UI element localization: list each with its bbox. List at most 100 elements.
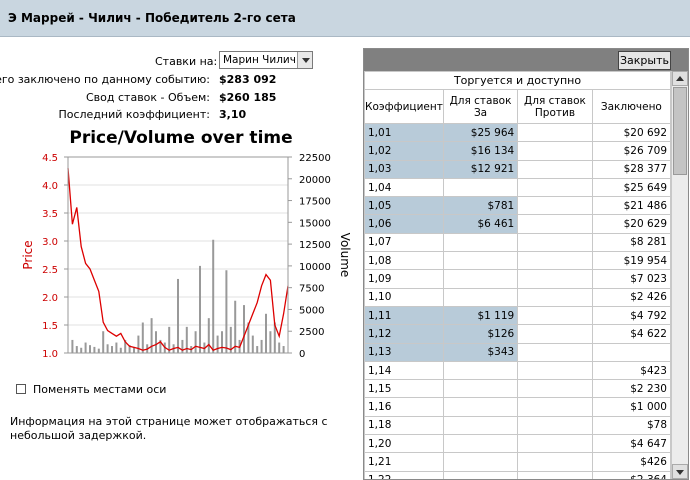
last-odds-label: Последний коэффициент: [58, 108, 210, 121]
for-cell[interactable] [442, 452, 519, 472]
table-row[interactable]: 1,03 $12 921 $28 377 [364, 159, 671, 179]
for-cell[interactable] [442, 415, 519, 436]
against-cell[interactable] [517, 287, 593, 307]
table-scrollbar[interactable] [671, 71, 688, 479]
table-row[interactable]: 1,13 $343 [364, 342, 671, 362]
scroll-thumb[interactable] [673, 87, 687, 175]
table-row[interactable]: 1,18 $78 [364, 415, 671, 436]
for-cell[interactable] [442, 470, 519, 479]
matched-cell[interactable]: $21 486 [591, 196, 671, 216]
for-cell[interactable]: $126 [442, 324, 519, 344]
for-cell[interactable] [442, 397, 519, 417]
against-cell[interactable] [517, 177, 593, 198]
matched-cell[interactable]: $2 364 [591, 470, 671, 479]
for-cell[interactable] [442, 232, 519, 253]
against-cell[interactable] [517, 305, 593, 326]
table-row[interactable]: 1,22 $2 364 [364, 470, 671, 479]
matched-cell[interactable]: $7 023 [591, 269, 671, 289]
against-cell[interactable] [517, 232, 593, 253]
matched-cell[interactable]: $26 709 [591, 141, 671, 161]
scroll-up-arrow-icon[interactable] [672, 71, 688, 86]
y2-tick-label: 20000 [299, 175, 331, 186]
for-cell[interactable] [442, 269, 519, 289]
for-cell[interactable]: $12 921 [442, 159, 519, 179]
table-row[interactable]: 1,09 $7 023 [364, 269, 671, 289]
against-cell[interactable] [517, 122, 593, 143]
table-row[interactable]: 1,06 $6 461 $20 629 [364, 214, 671, 234]
scroll-down-arrow-icon[interactable] [672, 464, 688, 479]
against-cell[interactable] [517, 159, 593, 179]
matched-cell[interactable] [591, 342, 671, 362]
y2-tick-label: 15000 [299, 218, 331, 229]
against-cell[interactable] [517, 214, 593, 234]
table-row[interactable]: 1,10 $2 426 [364, 287, 671, 307]
against-cell[interactable] [517, 470, 593, 479]
for-cell[interactable] [442, 360, 519, 381]
matched-cell[interactable]: $1 000 [591, 397, 671, 417]
matched-cell[interactable]: $4 792 [591, 305, 671, 326]
matched-cell[interactable]: $4 622 [591, 324, 671, 344]
against-cell[interactable] [517, 141, 593, 161]
for-cell[interactable] [442, 251, 519, 271]
volume-bar [243, 305, 245, 353]
chevron-down-icon[interactable] [297, 52, 312, 68]
table-row[interactable]: 1,02 $16 134 $26 709 [364, 141, 671, 161]
against-cell[interactable] [517, 452, 593, 472]
against-cell[interactable] [517, 269, 593, 289]
for-cell[interactable] [442, 434, 519, 454]
table-row[interactable]: 1,01 $25 964 $20 692 [364, 122, 671, 143]
close-button[interactable]: Закрыть [618, 51, 671, 70]
against-cell[interactable] [517, 379, 593, 399]
matched-cell[interactable]: $4 647 [591, 434, 671, 454]
bets-on-label: Ставки на: [155, 55, 218, 68]
table-row[interactable]: 1,16 $1 000 [364, 397, 671, 417]
page-title: Э Маррей - Чилич - Победитель 2-го сета [8, 11, 296, 25]
for-cell[interactable]: $25 964 [442, 122, 519, 143]
against-cell[interactable] [517, 415, 593, 436]
table-row[interactable]: 1,11 $1 119 $4 792 [364, 305, 671, 326]
table-row[interactable]: 1,04 $25 649 [364, 177, 671, 198]
against-cell[interactable] [517, 342, 593, 362]
volume-bar [273, 322, 276, 353]
swap-axes-checkbox[interactable] [16, 384, 26, 394]
for-cell[interactable]: $16 134 [442, 141, 519, 161]
against-cell[interactable] [517, 397, 593, 417]
matched-cell[interactable]: $8 281 [591, 232, 671, 253]
table-row[interactable]: 1,08 $19 954 [364, 251, 671, 271]
for-cell[interactable] [442, 287, 519, 307]
against-cell[interactable] [517, 324, 593, 344]
table-row[interactable]: 1,14 $423 [364, 360, 671, 381]
selection-dropdown[interactable]: Марин Чилич [219, 51, 313, 69]
matched-cell[interactable]: $25 649 [591, 177, 671, 198]
matched-cell[interactable]: $28 377 [591, 159, 671, 179]
odds-cell: 1,03 [364, 159, 444, 179]
against-cell[interactable] [517, 434, 593, 454]
matched-cell[interactable]: $78 [591, 415, 671, 436]
matched-cell[interactable]: $2 426 [591, 287, 671, 307]
against-cell[interactable] [517, 251, 593, 271]
against-cell[interactable] [517, 196, 593, 216]
volume-bar [194, 331, 197, 353]
table-row[interactable]: 1,15 $2 230 [364, 379, 671, 399]
for-cell[interactable] [442, 177, 519, 198]
table-row[interactable]: 1,20 $4 647 [364, 434, 671, 454]
matched-cell[interactable]: $20 692 [591, 122, 671, 143]
matched-cell[interactable]: $426 [591, 452, 671, 472]
table-row[interactable]: 1,05 $781 $21 486 [364, 196, 671, 216]
volume-bar [106, 344, 109, 353]
against-cell[interactable] [517, 360, 593, 381]
matched-cell[interactable]: $20 629 [591, 214, 671, 234]
matched-cell[interactable]: $2 230 [591, 379, 671, 399]
market-depth-panel: Закрыть Торгуется и доступно Коэффициент… [363, 48, 689, 480]
for-cell[interactable]: $781 [442, 196, 519, 216]
for-cell[interactable] [442, 379, 519, 399]
matched-cell[interactable]: $423 [591, 360, 671, 381]
table-row[interactable]: 1,12 $126 $4 622 [364, 324, 671, 344]
matched-cell[interactable]: $19 954 [591, 251, 671, 271]
table-row[interactable]: 1,07 $8 281 [364, 232, 671, 253]
chart-title: Price/Volume over time [69, 128, 293, 148]
for-cell[interactable]: $1 119 [442, 305, 519, 326]
for-cell[interactable]: $343 [442, 342, 519, 362]
table-row[interactable]: 1,21 $426 [364, 452, 671, 472]
for-cell[interactable]: $6 461 [442, 214, 519, 234]
